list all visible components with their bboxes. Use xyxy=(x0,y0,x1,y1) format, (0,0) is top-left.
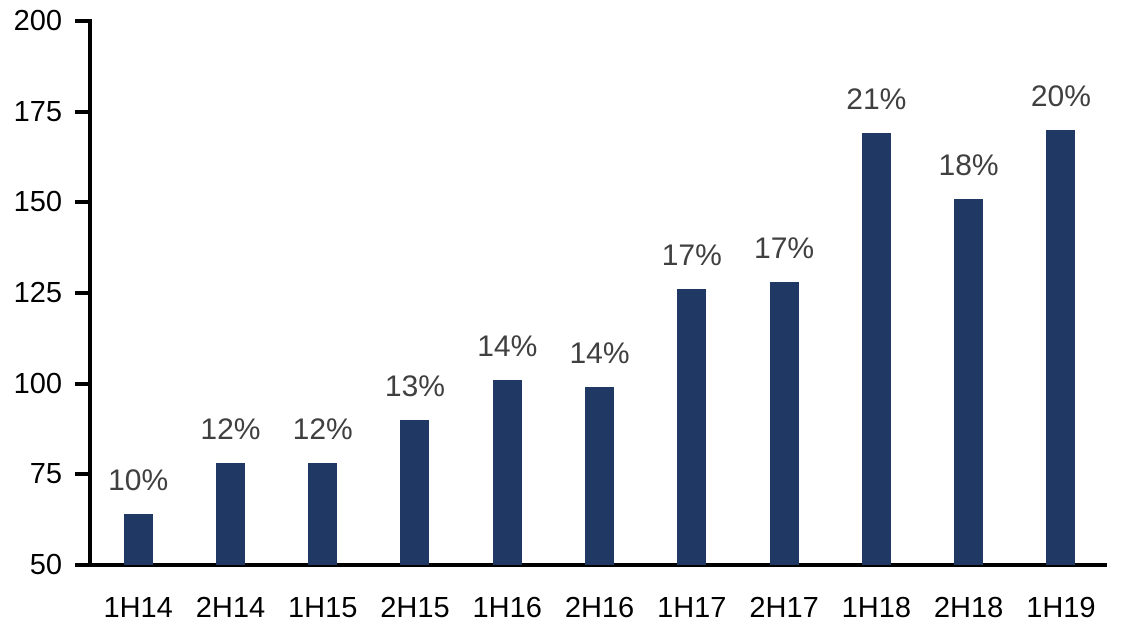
y-tick-label: 200 xyxy=(13,5,62,37)
bar-value-label: 17% xyxy=(754,232,815,266)
x-tick-label: 2H14 xyxy=(195,592,266,624)
x-tick-label: 1H14 xyxy=(103,592,173,624)
bar xyxy=(1046,129,1076,565)
bar-value-label: 18% xyxy=(938,148,999,182)
y-tick-mark xyxy=(75,19,88,23)
x-tick-label: 1H19 xyxy=(1026,592,1096,624)
bar xyxy=(769,282,799,565)
bar-value-label: 14% xyxy=(569,337,630,371)
bar xyxy=(123,514,153,565)
y-tick-label: 100 xyxy=(13,367,62,400)
bar xyxy=(677,289,707,565)
plot-area: 10% 12% 12% 13% 14% 14% 17% 17% 21% 18% 20% xyxy=(92,21,1107,565)
y-tick-mark xyxy=(75,200,88,205)
bar-value-label: 17% xyxy=(661,239,722,273)
y-tick-label: 75 xyxy=(29,458,62,491)
y-tick-mark xyxy=(75,291,88,295)
x-tick-label: 1H15 xyxy=(288,592,358,624)
bar-value-label: 20% xyxy=(1030,79,1091,113)
bar-value-label: 12% xyxy=(200,413,261,447)
x-tick-label: 2H17 xyxy=(749,592,819,624)
y-tick-mark xyxy=(75,472,88,477)
x-tick-label: 1H18 xyxy=(841,592,911,624)
bar xyxy=(861,133,891,565)
x-tick-label: 2H16 xyxy=(564,592,635,624)
bar xyxy=(400,419,430,565)
x-tick-label: 2H18 xyxy=(933,592,1004,624)
bar-value-label: 14% xyxy=(477,330,538,364)
x-tick-label: 1H16 xyxy=(472,592,542,624)
bar xyxy=(954,198,984,565)
bar xyxy=(215,463,245,565)
y-tick-label: 150 xyxy=(13,186,62,219)
y-tick-label: 175 xyxy=(13,95,62,128)
bar-value-label: 12% xyxy=(292,413,353,447)
bar xyxy=(585,387,614,565)
bar-value-label: 10% xyxy=(108,464,169,498)
bar xyxy=(492,380,522,565)
y-tick-mark xyxy=(75,381,88,386)
y-axis-line xyxy=(88,19,92,567)
y-tick-label: 125 xyxy=(13,277,62,309)
x-tick-label: 2H15 xyxy=(380,592,450,624)
y-tick-mark xyxy=(75,563,88,567)
bar-value-label: 13% xyxy=(384,369,445,403)
x-axis-line xyxy=(88,563,1107,567)
x-tick-label: 1H17 xyxy=(657,592,727,624)
bar-value-label: 21% xyxy=(846,83,907,117)
y-tick-mark xyxy=(75,109,88,114)
bar xyxy=(308,463,338,565)
y-tick-label: 50 xyxy=(29,549,62,581)
